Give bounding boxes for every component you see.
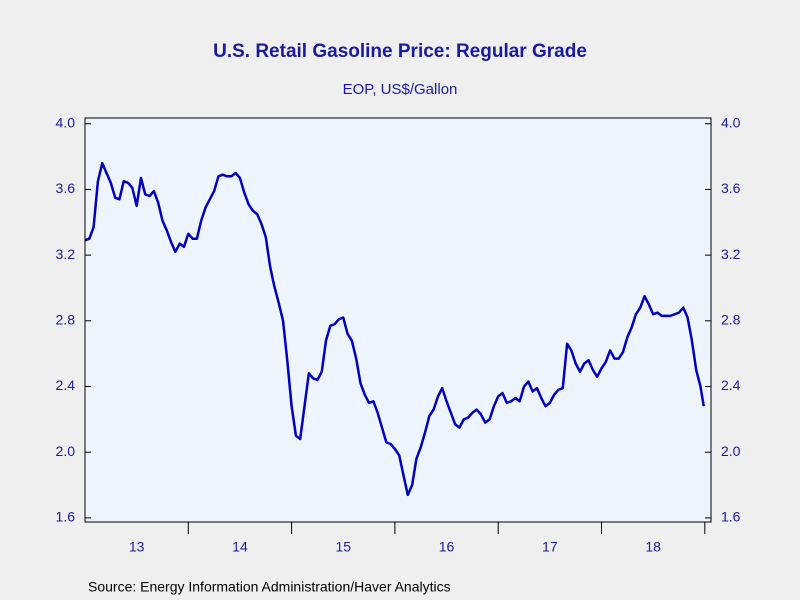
y2-tick-label: 2.0 [721,443,741,459]
plot-area [84,117,712,523]
x-tick-label: 17 [542,539,558,555]
y2-tick-label: 4.0 [721,114,741,130]
y-tick-label: 4.0 [56,114,76,130]
y2-tick-label: 3.6 [721,180,741,196]
data-line [84,161,706,497]
y-tick-label: 1.6 [56,509,76,525]
y-tick-label: 2.4 [56,377,76,393]
y-tick-label: 3.6 [56,180,76,196]
y2-tick-label: 1.6 [721,509,741,525]
y-tick-label: 3.2 [56,246,76,262]
y2-tick-label: 2.8 [721,312,741,328]
chart-subtitle: EOP, US$/Gallon [343,81,458,98]
y-tick-label: 2.8 [56,312,76,328]
x-tick-label: 13 [129,539,145,555]
chart-title: U.S. Retail Gasoline Price: Regular Grad… [213,41,587,62]
source-note: Source: Energy Information Administratio… [88,579,451,595]
y2-tick-label: 2.4 [721,377,741,393]
y2-tick-label: 3.2 [721,246,741,262]
x-tick-label: 18 [645,539,661,555]
y-tick-label: 2.0 [56,443,76,459]
x-tick-label: 16 [439,539,455,555]
x-tick-label: 15 [335,539,351,555]
x-tick-label: 14 [232,539,248,555]
